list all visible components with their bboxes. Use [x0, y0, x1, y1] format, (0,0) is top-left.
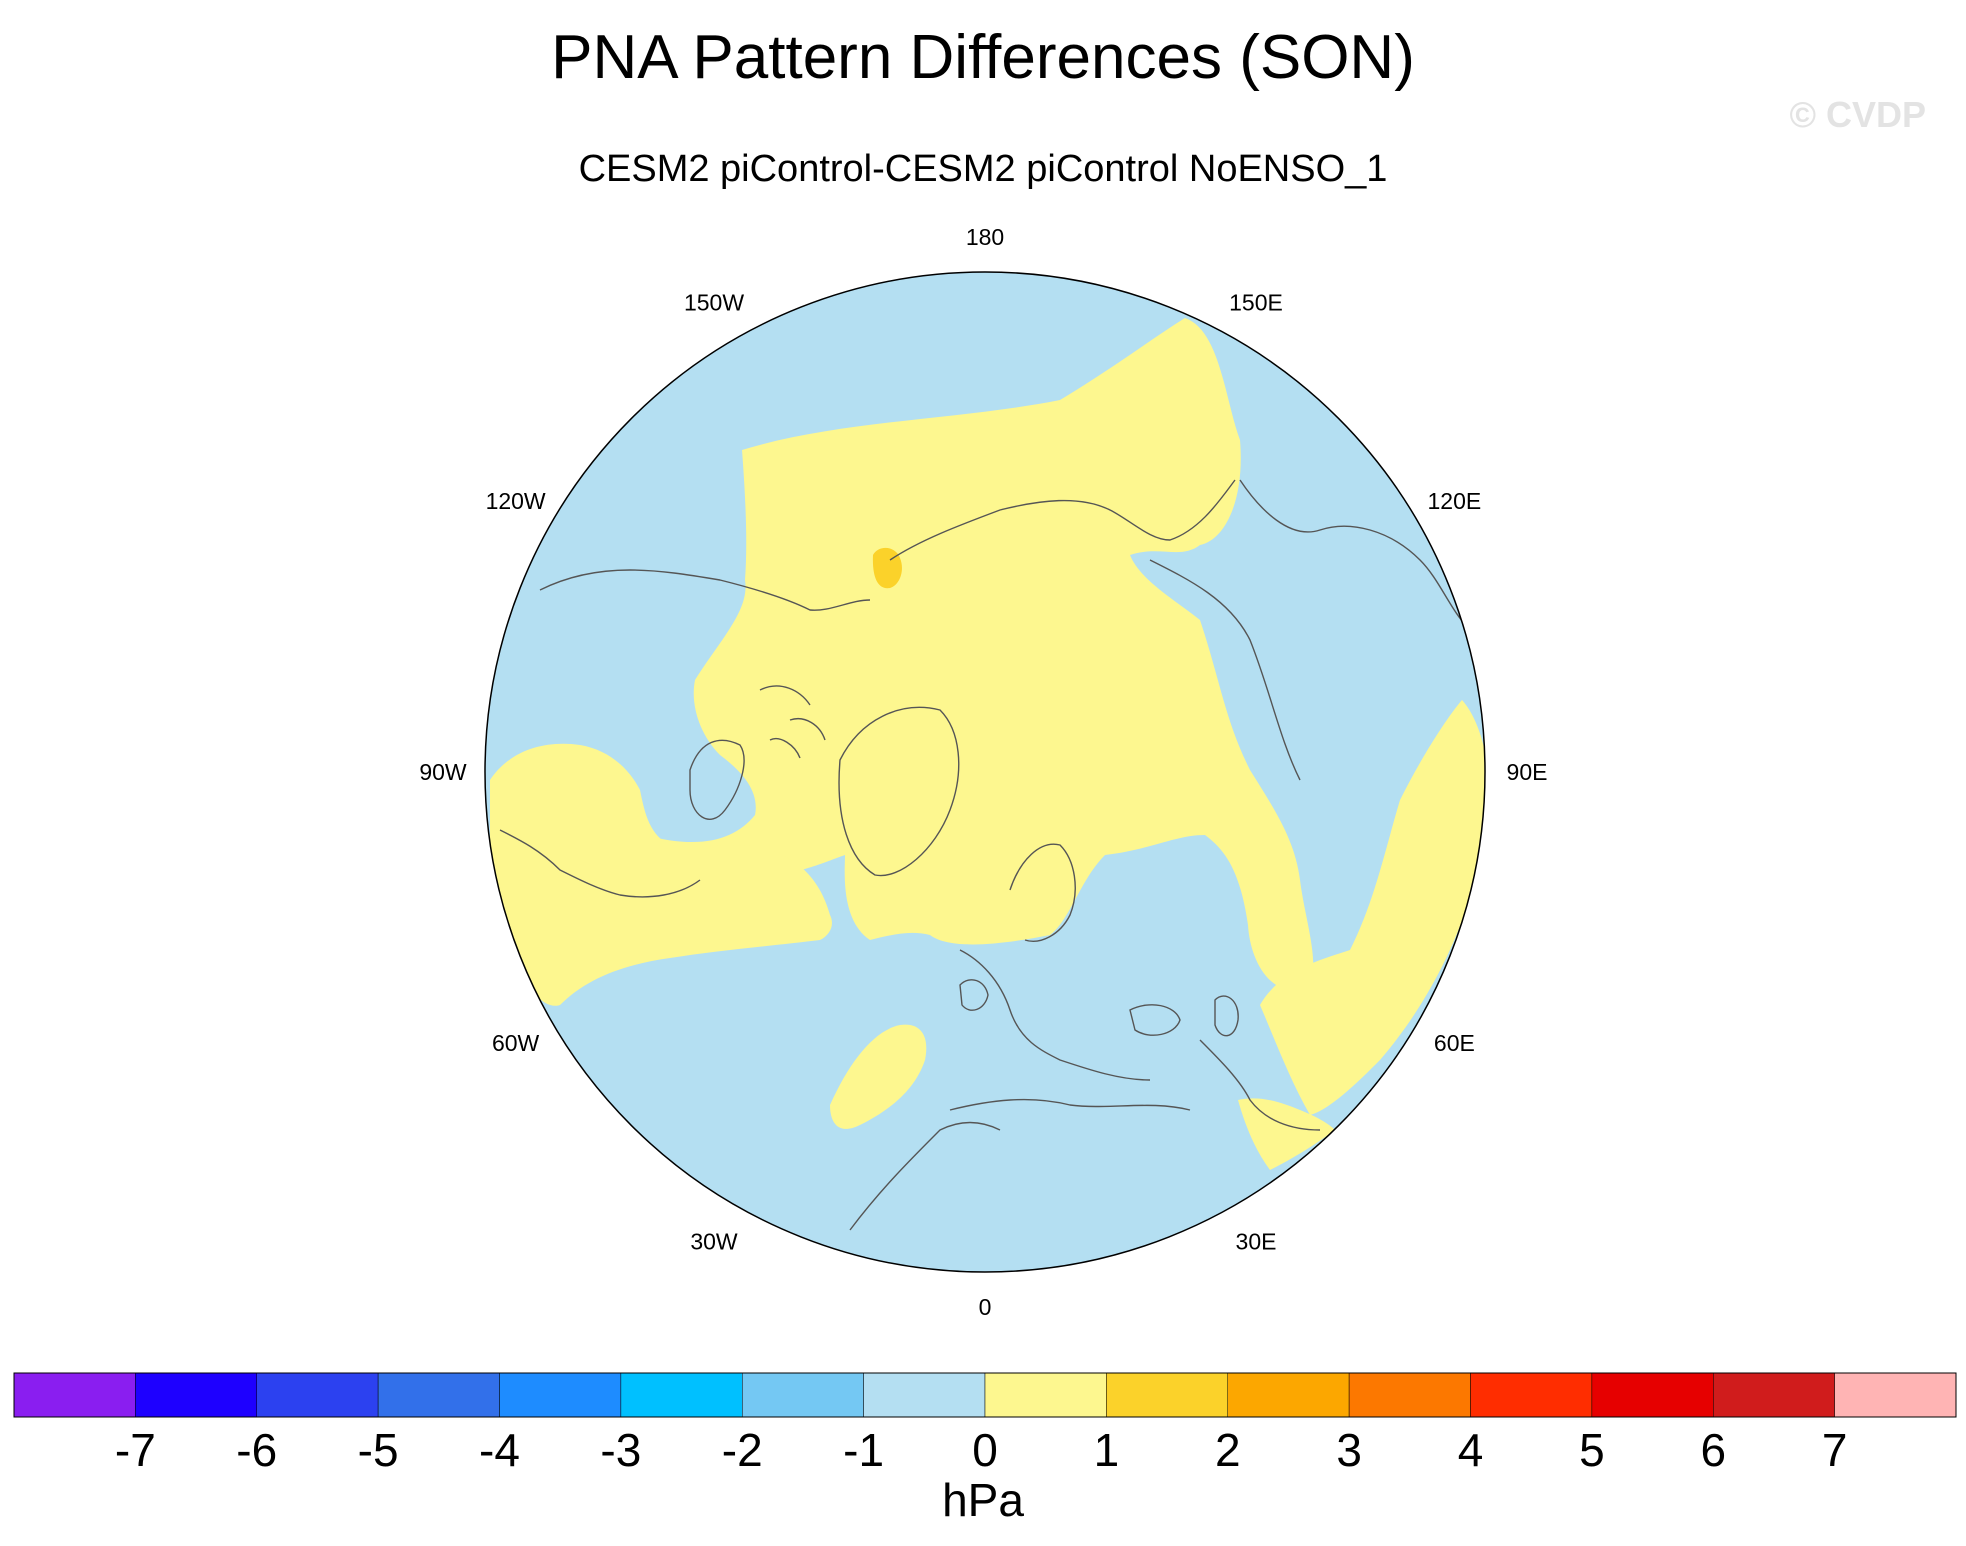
colorbar-box-11 [1348, 1372, 1471, 1418]
colorbar [13, 1372, 1957, 1418]
colorbar-box-13 [1591, 1372, 1714, 1418]
colorbar-tick-label: 3 [1336, 1424, 1362, 1476]
lon-label-60w: 60W [492, 1030, 540, 1056]
lon-label-60e: 60E [1434, 1030, 1475, 1056]
colorbar-tick-label: -3 [600, 1424, 642, 1476]
field-region-arabia [1238, 1098, 1335, 1170]
lon-label-150w: 150W [684, 290, 744, 316]
colorbar-tick-label: -1 [843, 1424, 885, 1476]
coastline-east-asia [1239, 479, 1471, 631]
lon-label-150e: 150E [1229, 290, 1283, 316]
chart-title: PNA Pattern Differences (SON) [551, 23, 1415, 92]
colorbar-box-6 [742, 1372, 864, 1418]
coastline-africa [849, 1121, 1001, 1231]
colorbar-tick-label: 2 [1214, 1424, 1241, 1476]
coastline-alaska-siberia [539, 569, 871, 611]
colorbar-box-10 [1227, 1372, 1350, 1418]
map-boundary [484, 271, 1486, 1273]
colorbar-tick-label: 0 [972, 1424, 998, 1476]
coastline-greenland [838, 706, 960, 877]
coastline-canadian-archipelago [759, 685, 826, 759]
lon-label-90e: 90E [1507, 759, 1548, 785]
coastline-europe [959, 949, 1151, 1081]
colorbar-box-7 [863, 1372, 986, 1418]
colorbar-tick-label: 5 [1579, 1424, 1605, 1476]
colorbar-tick-label: 6 [1700, 1424, 1727, 1476]
colorbar-tick-label: 1 [1093, 1424, 1120, 1476]
lon-label-90w: 90W [419, 759, 467, 785]
coastline-mediterranean [949, 1098, 1191, 1111]
coastline-russia-arctic [889, 479, 1236, 561]
cvdp-watermark: © CVDP [1789, 94, 1926, 135]
coastlines [499, 479, 1471, 1231]
colorbar-box-5 [620, 1372, 743, 1418]
colorbar-tick-label: -5 [357, 1424, 399, 1476]
colorbar-box-8 [984, 1372, 1107, 1418]
colorbar-box-15 [1834, 1372, 1957, 1418]
lon-label-120w: 120W [486, 488, 546, 514]
lon-label-30e: 30E [1236, 1228, 1277, 1254]
chart-subtitle: CESM2 piControl-CESM2 piControl NoENSO_1 [578, 148, 1388, 190]
lon-label-180: 180 [966, 224, 1004, 250]
colorbar-tick-label: -2 [721, 1424, 763, 1476]
field-region-central-asia [1260, 700, 1485, 1115]
coastline-hudson-bay [689, 739, 745, 820]
lon-label-120e: 120E [1428, 488, 1482, 514]
colorbar-box-12 [1470, 1372, 1593, 1418]
colorbar-box-14 [1713, 1372, 1835, 1418]
colorbar-box-1 [135, 1372, 257, 1418]
colorbar-outline [13, 1372, 1957, 1418]
colorbar-box-9 [1106, 1372, 1228, 1418]
colorbar-tick-label: -7 [114, 1424, 156, 1476]
lon-label-30w: 30W [690, 1228, 738, 1254]
colorbar-units: hPa [942, 1474, 1024, 1526]
coastline-north-america-east [499, 829, 701, 898]
colorbar-box-3 [377, 1372, 500, 1418]
lon-label-0: 0 [979, 1294, 992, 1320]
map-field [485, 272, 1485, 1272]
colorbar-tick-label: -4 [479, 1424, 520, 1476]
coastline-siberia-interior [1149, 559, 1301, 781]
colorbar-tick-label: -6 [236, 1424, 278, 1476]
colorbar-tick-label: 4 [1457, 1424, 1484, 1476]
coastline-middle-east [1199, 1039, 1321, 1131]
longitude-labels: 180 150E 120E 90E 60E 30E 0 30W 60W 90W 120W 150W [419, 224, 1547, 1320]
colorbar-tick-label: 7 [1821, 1424, 1848, 1476]
coastline-scandinavia [1009, 843, 1076, 942]
coastline-black-caspian [1129, 995, 1239, 1037]
coastline-british-isles [959, 979, 989, 1011]
field-region-laptev-1-2 [872, 547, 902, 589]
colorbar-box-0 [13, 1372, 136, 1418]
field-region-eastern-north-america [490, 743, 832, 1006]
field-region-arctic-eurasia [490, 318, 1314, 992]
colorbar-box-2 [256, 1372, 379, 1418]
field-region-north-atlantic [830, 1024, 927, 1129]
colorbar-box-4 [499, 1372, 622, 1418]
